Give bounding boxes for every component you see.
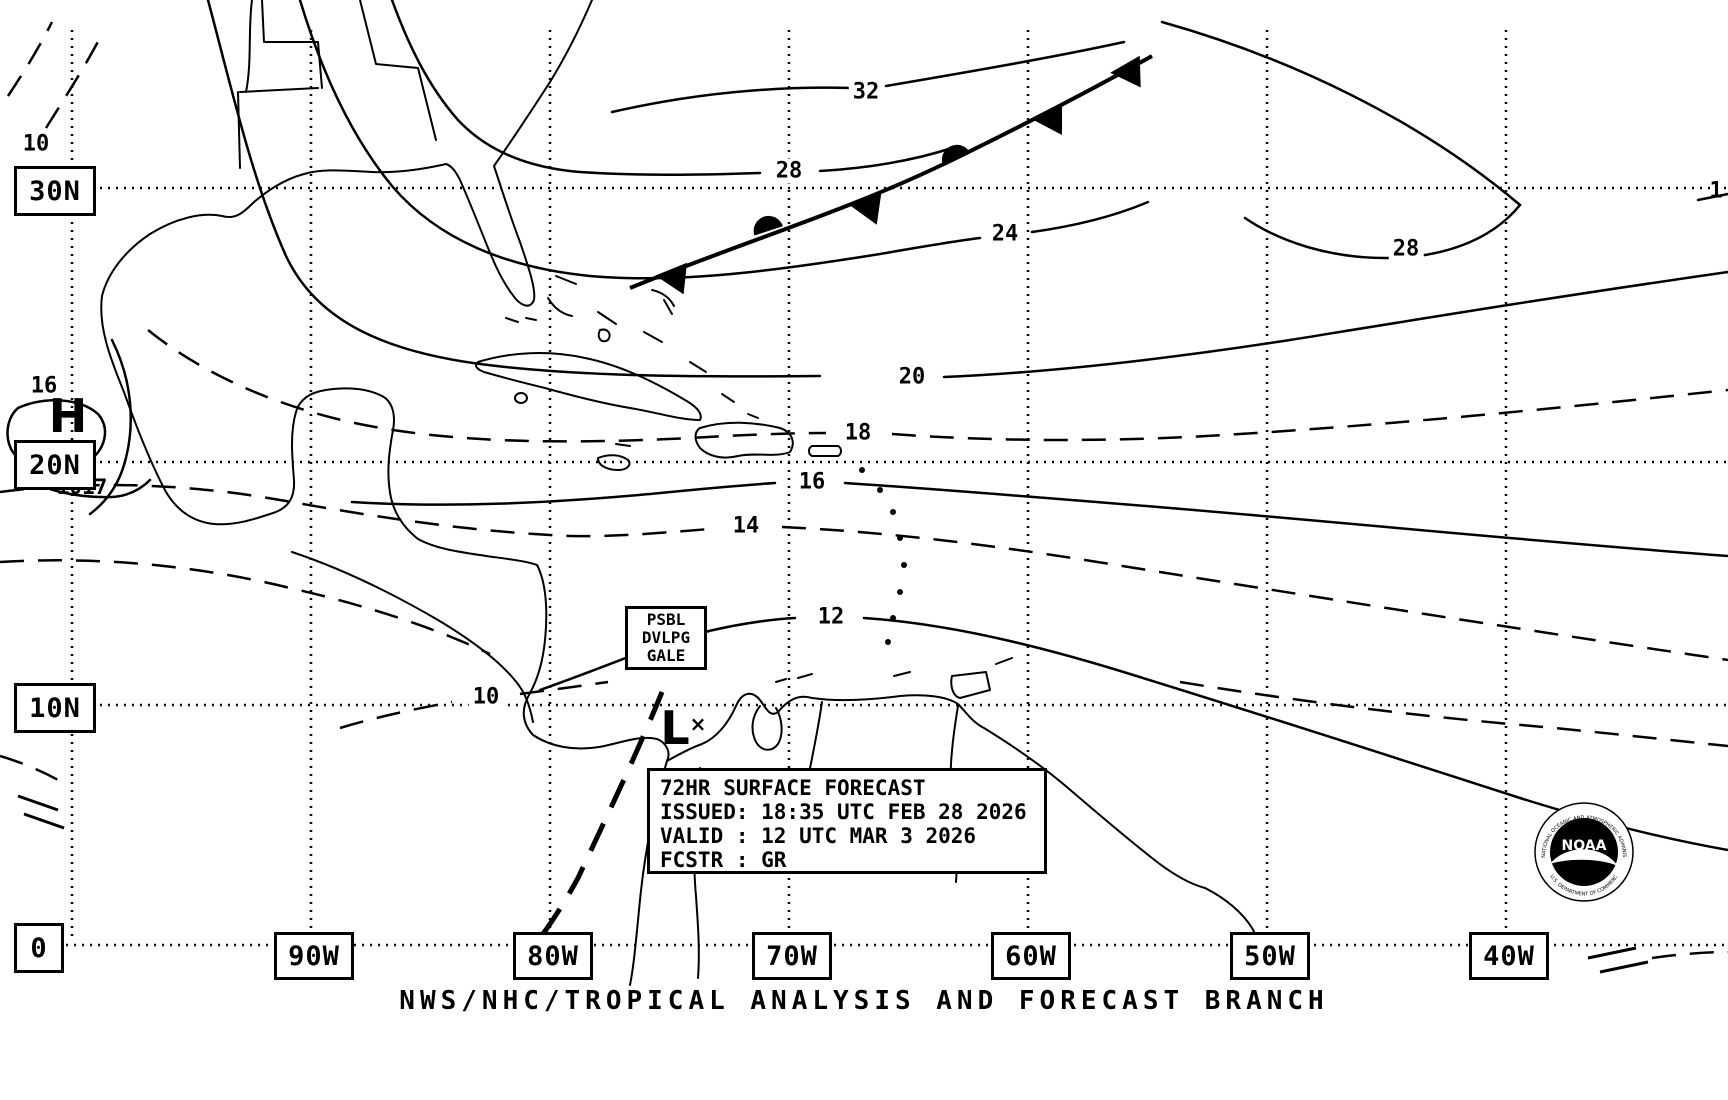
longitude-label-40w: 40W xyxy=(1469,932,1549,980)
forecast-title: 72HR SURFACE FORECAST xyxy=(660,776,926,800)
isobar-1020 xyxy=(206,0,1728,379)
lake-maracaibo xyxy=(751,705,783,751)
high-outer-arc xyxy=(88,338,132,516)
dashed-southwest-corner xyxy=(0,754,59,782)
coastlines xyxy=(100,0,1269,986)
isobar-label-32: 32 xyxy=(848,79,884,105)
forecast-forecaster: FCSTR : GR xyxy=(660,848,787,872)
isobar-label-10-nw: 10 xyxy=(22,131,50,157)
front-triangle-icon xyxy=(655,262,688,295)
latitude-label-20n: 20N xyxy=(14,440,96,490)
front-semicircle-icon xyxy=(753,215,783,236)
isobar-1010 xyxy=(339,680,609,730)
isobar-1010-northwest xyxy=(6,21,106,129)
isobar-1028-right xyxy=(1160,20,1522,260)
gale-annotation-box: PSBL DVLPG GALE xyxy=(625,606,707,670)
isobars-solid xyxy=(6,0,1728,852)
tobago xyxy=(995,657,1013,665)
coastline-mainland xyxy=(100,0,670,762)
longitude-label-50w: 50W xyxy=(1230,932,1310,980)
front-semicircle-icon xyxy=(941,144,971,167)
isobar-1014-west xyxy=(0,559,491,656)
us-state-borders xyxy=(237,0,437,169)
forecast-info-box: 72HR SURFACE FORECAST ISSUED: 18:35 UTC … xyxy=(647,768,1047,874)
isobar-dashed-southeast xyxy=(1179,680,1728,748)
noaa-ring-text-top: NATIONAL OCEANIC AND ATMOSPHERIC ADMINIS… xyxy=(0,0,1627,858)
coastline-hispaniola xyxy=(694,421,794,459)
dashed-bottom-right-tail xyxy=(1651,950,1728,960)
forecast-valid: VALID : 12 UTC MAR 3 2026 xyxy=(660,824,977,848)
branch-title: NWS/NHC/TROPICAL ANALYSIS AND FORECAST B… xyxy=(399,986,1329,1016)
isobar-label-16-high: 16 xyxy=(30,373,58,399)
florida-keys xyxy=(505,317,537,323)
isobar-label-clipped: 1 xyxy=(1709,178,1723,204)
aruba xyxy=(775,678,787,683)
isobar-label-18: 18 xyxy=(840,420,876,446)
stationary-front xyxy=(629,54,1153,295)
high-pressure-symbol: H xyxy=(48,389,88,443)
front-triangle-icon xyxy=(849,193,882,225)
front-triangle-icon xyxy=(1032,103,1063,136)
isobars-dashed xyxy=(0,21,1728,960)
coastline-trinidad xyxy=(950,671,991,699)
low-pressure-symbol: L xyxy=(660,701,690,755)
isobar-1028-left xyxy=(390,0,954,176)
hatch-southwest xyxy=(17,794,65,830)
isobar-label-28-right: 28 xyxy=(1388,236,1424,262)
isobar-1016 xyxy=(350,481,1728,558)
longitude-label-80w: 80W xyxy=(513,932,593,980)
hatch-southeast xyxy=(1587,946,1649,974)
isobar-label-28-left: 28 xyxy=(771,158,807,184)
svg-text:NATIONAL OCEANIC AND ATMOSPHER: NATIONAL OCEANIC AND ATMOSPHERIC ADMINIS… xyxy=(0,0,1627,858)
isobar-label-12: 12 xyxy=(813,604,849,630)
isobar-label-20: 20 xyxy=(894,364,930,390)
longitude-label-70w: 70W xyxy=(752,932,832,980)
noaa-bird-icon xyxy=(1550,849,1618,866)
isobar-1018 xyxy=(147,329,1728,443)
isobar-1024 xyxy=(298,0,1150,280)
bahamas-islands xyxy=(547,275,759,419)
curacao xyxy=(797,673,813,679)
forecast-issued: ISSUED: 18:35 UTC FEB 28 2026 xyxy=(660,800,1027,824)
coastline-south-america xyxy=(666,692,1269,973)
coastline-central-america-pacific xyxy=(291,551,534,723)
gale-line-1: PSBL xyxy=(646,610,686,629)
isobar-label-14: 14 xyxy=(728,513,764,539)
front-line xyxy=(629,54,1153,290)
isobar-1014 xyxy=(0,483,1728,662)
cayman xyxy=(615,443,631,447)
coastline-cuba xyxy=(475,352,702,421)
trough-line xyxy=(537,691,665,940)
edge-line-right xyxy=(1696,192,1728,202)
isobar-label-24: 24 xyxy=(987,221,1023,247)
latitude-label-equator: 0 xyxy=(14,923,64,973)
low-position-marker: × xyxy=(689,712,707,736)
longitude-label-90w: 90W xyxy=(274,932,354,980)
gale-line-2: DVLPG xyxy=(641,628,691,647)
margarita xyxy=(893,671,911,677)
isobar-1032 xyxy=(610,40,1126,114)
latitude-label-30n: 30N xyxy=(14,166,96,216)
longitude-label-60w: 60W xyxy=(991,932,1071,980)
coastline-jamaica xyxy=(597,454,631,471)
noaa-wordmark: NOAA xyxy=(1562,838,1607,854)
isobar-label-10: 10 xyxy=(468,684,504,710)
isobar-label-16: 16 xyxy=(794,469,830,495)
gale-line-3: GALE xyxy=(646,646,686,665)
latitude-label-10n: 10N xyxy=(14,683,96,733)
isla-juventud xyxy=(514,392,528,404)
hatch-marks xyxy=(17,794,1649,974)
coastline-puerto-rico xyxy=(808,445,842,457)
front-triangle-icon xyxy=(1110,55,1141,88)
